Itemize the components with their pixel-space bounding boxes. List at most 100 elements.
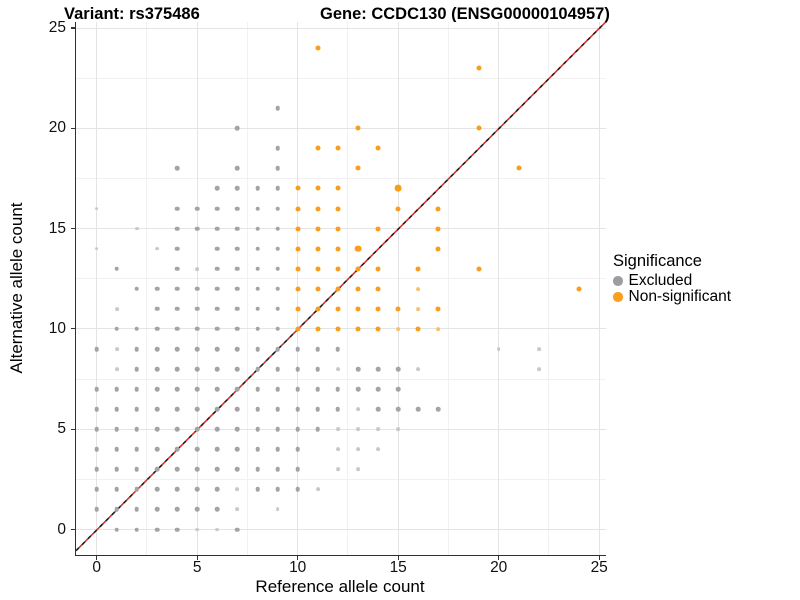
data-point-excluded <box>134 286 140 292</box>
x-tick-mark <box>498 555 500 560</box>
data-point-nonsignificant <box>315 45 321 51</box>
data-point-excluded <box>174 446 180 452</box>
legend-item-nonsignificant: Non-significant <box>613 288 731 305</box>
data-point-excluded <box>215 446 220 452</box>
data-point-nonsignificant <box>435 206 441 212</box>
data-point-nonsignificant <box>435 226 441 232</box>
data-point-excluded <box>154 366 160 372</box>
data-point-excluded <box>255 366 260 372</box>
data-point-excluded <box>114 446 120 452</box>
data-point-excluded <box>174 406 180 412</box>
data-point-nonsignificant <box>315 206 321 212</box>
data-point-excluded <box>215 286 220 292</box>
data-point-excluded <box>295 487 300 492</box>
data-point-nonsignificant <box>295 206 301 212</box>
data-point-excluded <box>255 467 260 472</box>
data-point-excluded <box>235 246 240 251</box>
gridline-major <box>498 22 500 555</box>
data-point-excluded <box>275 266 280 272</box>
variant-title: Variant: rs375486 <box>64 5 200 23</box>
data-point-excluded <box>215 226 220 231</box>
data-point-excluded <box>215 366 220 372</box>
data-point-excluded <box>174 467 180 472</box>
data-point-excluded <box>275 186 280 191</box>
data-point-nonsignificant <box>295 246 301 252</box>
x-tick-label: 10 <box>289 559 307 576</box>
data-point-excluded <box>154 467 160 472</box>
data-point-nonsignificant <box>375 266 381 272</box>
data-point-excluded <box>154 406 160 412</box>
data-point-excluded <box>174 226 180 231</box>
data-point-nonsignificant <box>354 245 362 253</box>
data-point-excluded <box>255 487 260 492</box>
data-point-excluded <box>395 366 401 372</box>
data-point-nonsignificant <box>315 326 321 332</box>
data-point-excluded <box>114 306 119 311</box>
data-point-excluded <box>134 406 140 412</box>
data-point-excluded <box>215 507 220 512</box>
data-point-excluded <box>114 367 119 371</box>
data-point-excluded <box>275 446 280 452</box>
data-point-excluded <box>215 426 220 432</box>
data-point-nonsignificant <box>335 185 341 191</box>
y-tick-label: 5 <box>57 420 66 438</box>
data-point-excluded <box>215 346 220 352</box>
gridline-major <box>397 22 399 555</box>
data-point-excluded <box>275 386 280 392</box>
data-point-excluded <box>134 386 140 392</box>
data-point-excluded <box>174 487 180 492</box>
data-point-excluded <box>114 527 120 532</box>
data-point-excluded <box>275 166 280 171</box>
data-point-excluded <box>375 406 381 412</box>
data-point-excluded <box>235 286 240 292</box>
data-point-excluded <box>114 266 120 272</box>
data-point-excluded <box>215 326 220 332</box>
data-point-excluded <box>215 487 220 492</box>
y-tick-mark <box>71 528 76 531</box>
data-point-excluded <box>174 507 180 512</box>
data-point-nonsignificant <box>476 125 482 131</box>
data-point-excluded <box>194 406 200 412</box>
data-point-nonsignificant <box>295 306 301 312</box>
y-tick-mark <box>71 127 76 129</box>
data-point-excluded <box>376 447 380 452</box>
data-point-excluded <box>194 426 200 432</box>
data-point-excluded <box>315 386 321 392</box>
x-tick-label: 5 <box>192 559 202 576</box>
gridline-major <box>75 127 606 129</box>
data-point-excluded <box>356 427 360 432</box>
data-point-excluded <box>134 426 140 432</box>
data-point-excluded <box>194 306 200 312</box>
x-tick-mark <box>397 555 399 560</box>
plot-panel <box>74 21 607 555</box>
data-point-nonsignificant <box>375 226 381 232</box>
data-point-nonsignificant <box>395 206 401 212</box>
data-point-excluded <box>295 346 300 352</box>
data-point-nonsignificant <box>315 306 321 312</box>
gridline-minor <box>75 177 606 179</box>
data-point-excluded <box>194 206 200 211</box>
legend-item-excluded: Excluded <box>613 272 731 289</box>
data-point-excluded <box>436 406 441 412</box>
data-point-excluded <box>154 286 160 292</box>
data-point-excluded <box>174 206 180 211</box>
data-point-excluded <box>94 386 99 392</box>
data-point-excluded <box>194 346 200 352</box>
data-point-excluded <box>255 326 260 332</box>
y-axis-title: Alternative allele count <box>7 202 26 374</box>
data-point-excluded <box>335 346 341 352</box>
data-point-excluded <box>215 186 220 191</box>
data-point-excluded <box>154 386 160 392</box>
x-tick-mark <box>96 555 98 560</box>
data-point-excluded <box>154 346 160 352</box>
data-point-excluded <box>114 467 120 472</box>
data-point-excluded <box>395 386 401 392</box>
nonsignificant-key-dot-icon <box>613 292 623 302</box>
gridline-major <box>96 22 98 555</box>
data-point-excluded <box>335 406 341 412</box>
gridline-major <box>75 27 606 29</box>
data-point-excluded <box>255 386 260 392</box>
data-point-excluded <box>174 366 180 372</box>
x-tick-label: 25 <box>590 559 608 576</box>
data-point-nonsignificant <box>375 145 381 151</box>
